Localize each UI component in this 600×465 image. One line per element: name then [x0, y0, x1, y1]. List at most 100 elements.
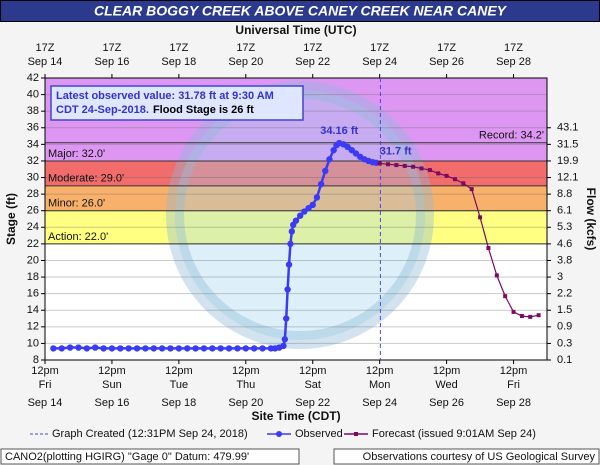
y-tick-label: 30	[27, 171, 39, 183]
x-tick-date: Sep 18	[161, 397, 196, 409]
y-tick-label: 22	[27, 238, 39, 250]
observed-point	[83, 345, 91, 352]
x-tick-date: Sep 22	[295, 397, 330, 409]
x-tick-label: 12pm	[433, 365, 461, 377]
y2-tick-label: 5.3	[557, 221, 572, 233]
chart-title: CLEAR BOGGY CREEK ABOVE CANEY CREEK NEAR…	[94, 3, 508, 19]
legend-swatch	[354, 432, 358, 436]
annotation-line: Latest observed value: 31.78 ft at 9:30 …	[56, 90, 274, 102]
plot-border	[44, 77, 548, 361]
x2-tick-label: 17Z	[36, 42, 55, 54]
y-tick-label: 26	[27, 205, 39, 217]
y2-tick-label: 0.9	[557, 321, 572, 333]
y-tick-label: 14	[27, 304, 39, 316]
x2-tick-date: Sep 14	[28, 56, 63, 68]
legend-label: Observed	[295, 428, 343, 440]
x-tick-label: 12pm	[366, 365, 394, 377]
observed-point	[313, 194, 321, 201]
flood-note: Flood Stage is 26 ft	[153, 104, 254, 116]
footer-left: CANO2(plotting HGIRG) "Gage 0" Datum: 47…	[5, 451, 249, 463]
x2-tick-label: 17Z	[504, 42, 523, 54]
observed-point	[50, 345, 57, 352]
legend-label: Forecast (issued 9:01AM Sep 24)	[372, 428, 536, 440]
x2-tick-date: Sep 16	[94, 56, 129, 68]
observed-point	[117, 345, 124, 352]
observed-point	[322, 167, 329, 175]
y2-tick-label: 6.1	[557, 205, 572, 217]
y2-tick-label: 4.6	[557, 238, 572, 250]
observed-point	[142, 345, 149, 352]
y-tick-label: 18	[27, 271, 39, 283]
forecast-point	[419, 166, 424, 171]
flood-label: Record: 34.2'	[479, 130, 544, 142]
y-tick-label: 38	[27, 105, 39, 117]
observed-point	[200, 345, 208, 352]
observed-point	[326, 156, 333, 163]
observed-point	[66, 344, 74, 351]
x-tick-date: Sep 20	[228, 397, 263, 409]
x-tick-day: Wed	[435, 379, 457, 391]
x-tick-day: Sat	[304, 379, 321, 391]
forecast-point	[536, 313, 541, 318]
x-tick-date: Sep 28	[496, 397, 531, 409]
y-tick-label: 10	[27, 337, 39, 349]
x2-tick-date: Sep 20	[228, 56, 263, 68]
forecast-point	[394, 163, 399, 168]
observed-point	[296, 212, 304, 219]
y2-tick-label: 3.8	[557, 254, 572, 266]
x-tick-day: Sun	[102, 379, 122, 391]
y2-tick-label: 1.5	[557, 304, 572, 316]
x2-tick-date: Sep 26	[429, 56, 464, 68]
y2-tick-label: 12.1	[557, 171, 578, 183]
observed-point	[330, 146, 337, 154]
y2-axis-label: Flow (kcfs)	[584, 188, 598, 251]
x-tick-day: Tue	[170, 379, 189, 391]
footer-box	[0, 448, 300, 465]
flood-band	[45, 185, 547, 211]
forecast-point	[519, 314, 524, 319]
x-tick-day: Fri	[507, 379, 520, 391]
x-tick-label: 12pm	[232, 365, 260, 377]
observed-point	[150, 345, 157, 352]
forecast-point	[461, 181, 466, 186]
x2-tick-date: Sep 28	[496, 56, 531, 68]
forecast-point	[469, 187, 474, 192]
observed-point	[234, 345, 241, 352]
x2-tick-label: 17Z	[102, 42, 121, 54]
observed-point	[184, 345, 191, 352]
observed-point	[242, 345, 249, 352]
forecast-point	[452, 177, 457, 182]
x-axis-label: Site Time (CDT)	[251, 409, 340, 423]
observed-point	[75, 344, 82, 351]
y-tick-label: 36	[27, 122, 39, 134]
forecast-point	[436, 171, 441, 176]
observed-point	[225, 345, 233, 352]
x-tick-label: 12pm	[165, 365, 193, 377]
x2-tick-date: Sep 18	[161, 56, 196, 68]
forecast-point	[411, 164, 416, 169]
x2-tick-label: 17Z	[236, 42, 255, 54]
x2-tick-label: 17Z	[370, 42, 389, 54]
value-label: 31.7 ft	[380, 145, 412, 157]
y2-tick-label: 3	[557, 271, 563, 283]
observed-point	[287, 240, 294, 248]
y2-tick-label: 31.5	[557, 138, 578, 150]
forecast-point	[386, 162, 391, 167]
forecast-point	[377, 161, 382, 166]
annotation-box	[50, 85, 304, 121]
observed-point	[309, 201, 316, 209]
observed-point	[100, 345, 107, 352]
observed-point	[283, 315, 290, 322]
observed-point	[280, 342, 287, 350]
x-tick-day: Fri	[39, 379, 52, 391]
footer-box	[333, 448, 600, 465]
observed-point	[167, 345, 174, 352]
y-tick-label: 40	[27, 88, 39, 100]
forecast-point	[503, 294, 508, 299]
observed-point	[92, 344, 99, 351]
observed-point	[133, 345, 141, 352]
x2-axis-label: Universal Time (UTC)	[235, 23, 356, 37]
x2-tick-label: 17Z	[169, 42, 188, 54]
x-tick-date: Sep 26	[429, 397, 464, 409]
